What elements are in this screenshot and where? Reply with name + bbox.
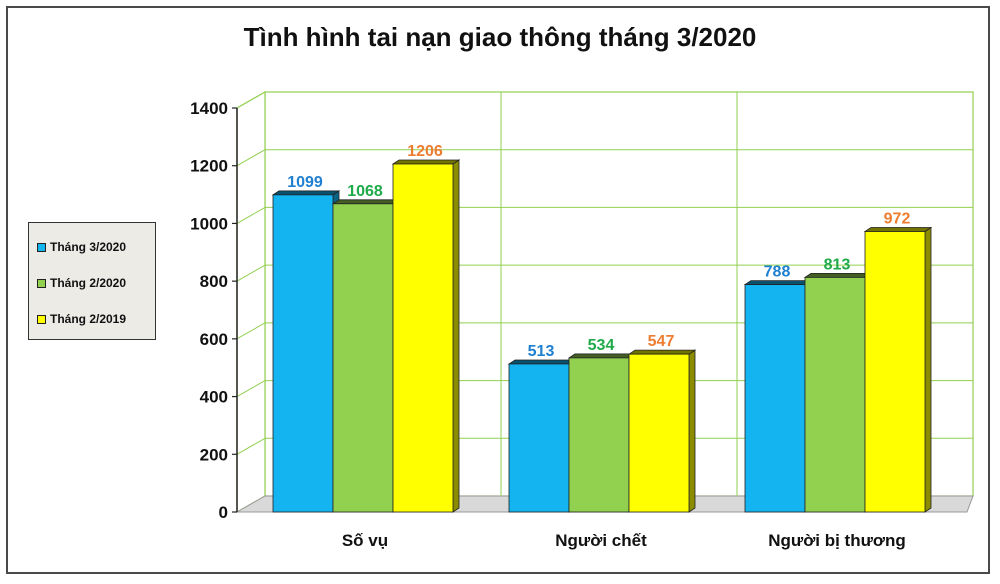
bar-side [452,159,460,513]
legend-label: Tháng 2/2020 [50,276,127,290]
bar [272,194,334,513]
category-label: Số vụ [342,531,388,550]
category-label: Người chết [555,531,647,550]
data-label: 547 [648,333,675,350]
gridline-side [236,149,266,167]
bar-top [331,199,401,205]
legend: Tháng 3/2020 Tháng 2/2020 Tháng 2/2019 [28,222,156,340]
legend-item-thang-2-2020: Tháng 2/2020 [37,265,155,301]
gridline-side [236,206,266,224]
data-label: 1206 [407,143,443,160]
bar-top [391,159,461,165]
gridline-side [236,264,266,282]
y-tick-label: 600 [200,330,228,349]
gridline-side [236,380,266,398]
bar [508,363,570,513]
y-tick-label: 400 [200,388,228,407]
bar-side [688,349,696,513]
legend-item-thang-3-2020: Tháng 3/2020 [37,229,155,265]
legend-label: Tháng 2/2019 [50,312,127,326]
legend-swatch [37,314,46,324]
data-label: 1068 [347,183,383,200]
bar-top [863,227,933,232]
chart-title: Tình hình tai nạn giao thông tháng 3/202… [243,22,757,52]
bar [864,231,926,513]
y-tick-label: 1000 [190,214,228,233]
bar [332,203,394,513]
bar [392,163,454,513]
y-tick-label: 800 [200,272,228,291]
legend-item-thang-2-2019: Tháng 2/2019 [37,301,155,337]
bar [744,284,806,513]
bar-top [271,190,341,196]
bar-top [627,349,697,355]
bar-top [567,353,637,359]
data-label: 1099 [287,174,323,191]
bar-side [924,226,932,513]
y-tick-label: 0 [219,503,228,522]
bar-top [743,280,813,286]
data-label: 972 [884,211,911,228]
data-label: 513 [528,343,555,360]
legend-label: Tháng 3/2020 [50,240,127,254]
bar-top [507,359,577,365]
y-tick-label: 1400 [190,99,228,118]
legend-swatch [37,242,46,252]
gridline-side [236,437,266,455]
bar-top [803,272,873,278]
data-label: 534 [588,337,615,354]
side-wall [236,90,266,514]
legend-swatch [37,278,46,288]
data-label: 813 [824,256,851,273]
gridline-side [236,322,266,340]
data-label: 788 [764,264,791,281]
category-label: Người bị thương [768,531,906,550]
y-tick-label: 1200 [190,157,228,176]
gridline-side [236,91,266,109]
y-tick-label: 200 [200,445,228,464]
bar [628,353,690,513]
bar [568,357,630,513]
bar [804,276,866,513]
